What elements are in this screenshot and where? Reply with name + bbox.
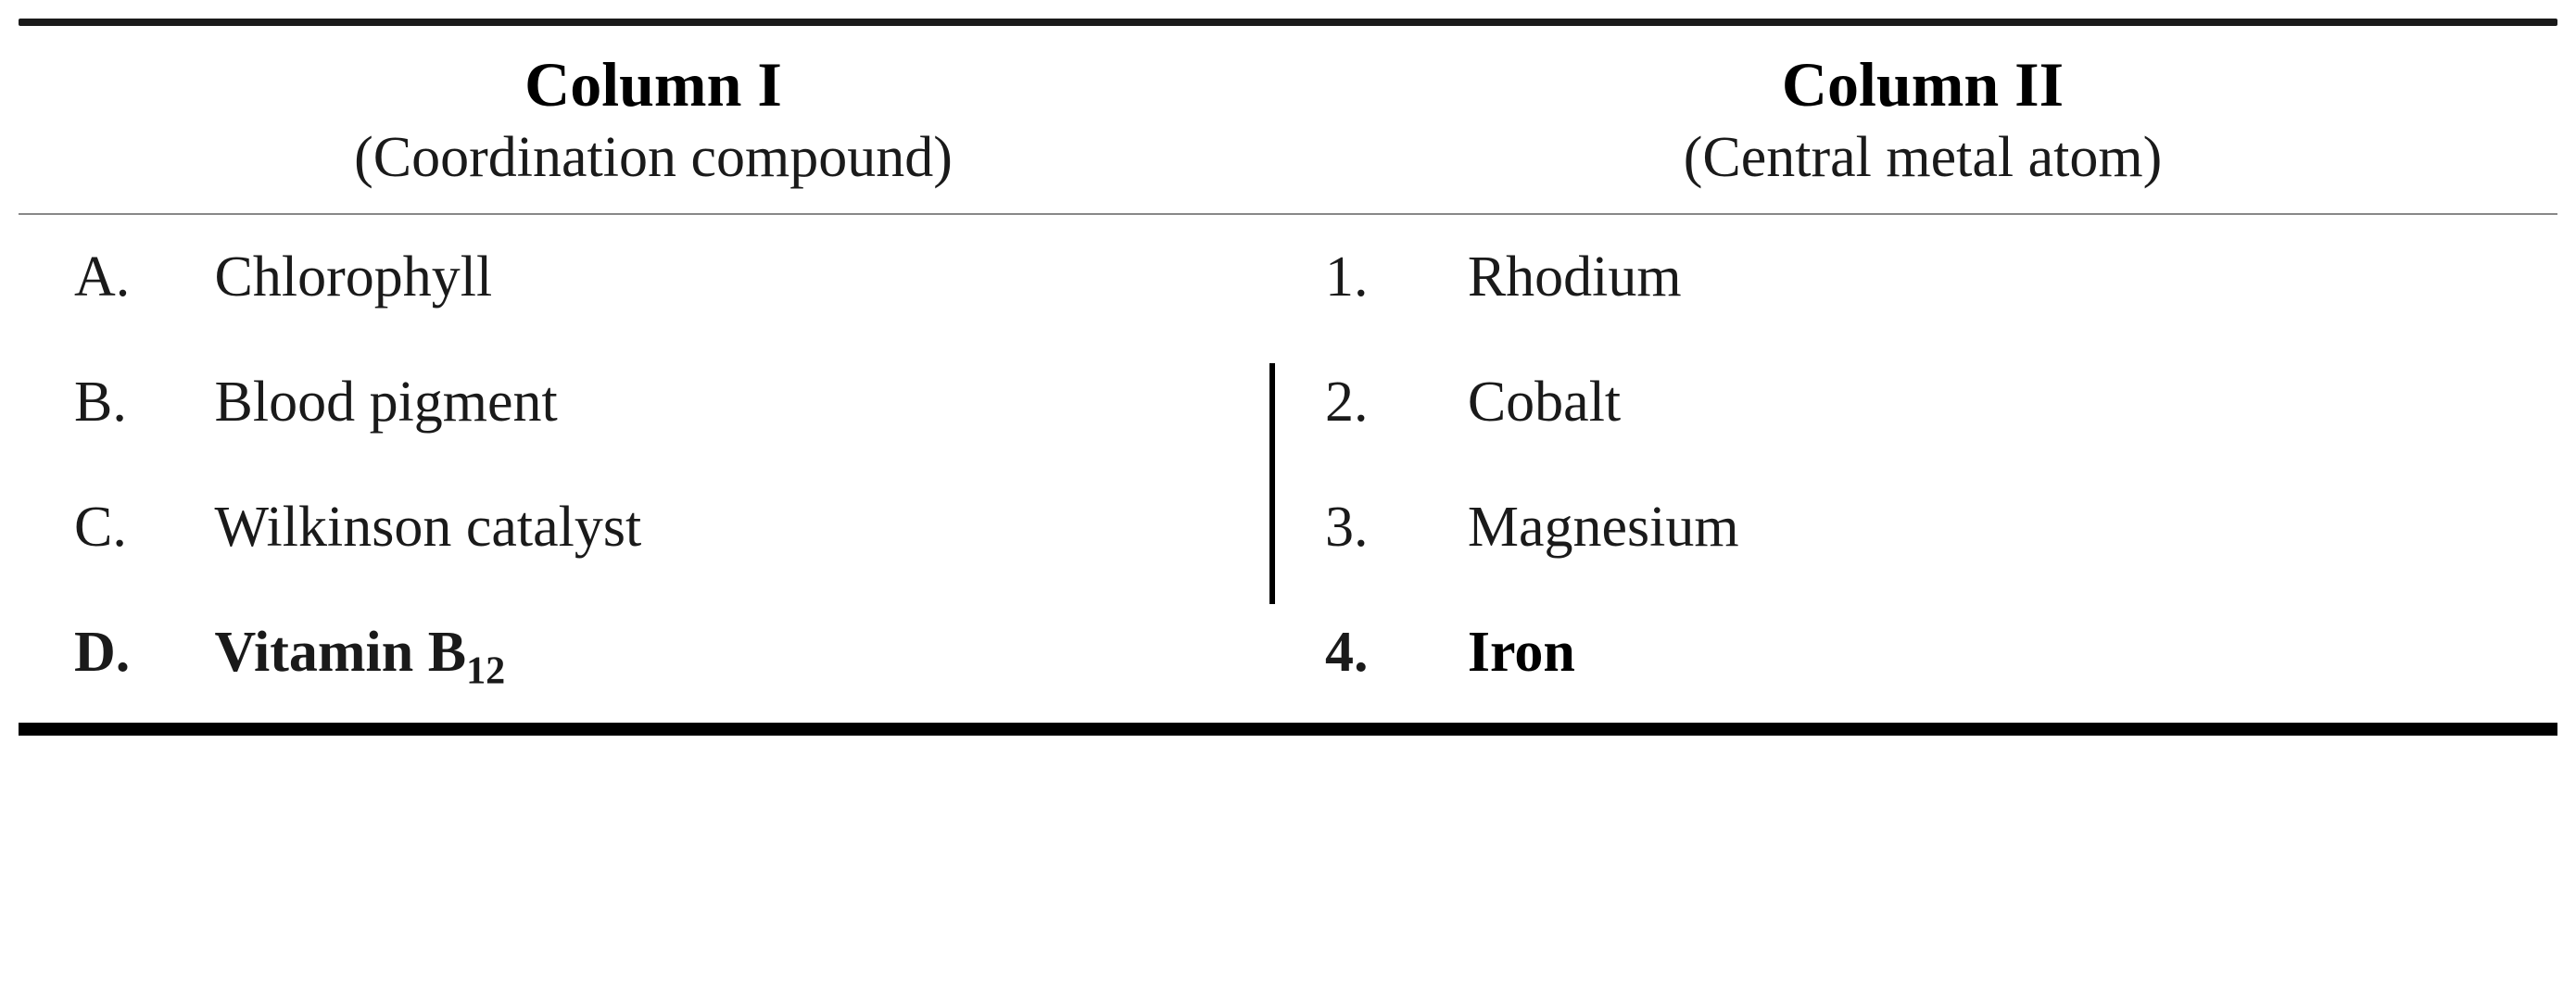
row-label: D.: [19, 590, 178, 723]
column2-subtitle: (Central metal atom): [1325, 125, 2520, 191]
row-metal: Iron: [1431, 590, 2557, 723]
row-compound: Vitamin B12: [178, 590, 1288, 723]
row-label: C.: [19, 465, 178, 590]
table-header-row: Column I (Coordination compound) Column …: [19, 26, 2557, 213]
table-body: Column I (Coordination compound) Column …: [19, 26, 2557, 723]
row-num: 3.: [1288, 465, 1431, 590]
row-compound: Blood pigment: [178, 340, 1288, 465]
bottom-border-rule: [19, 723, 2557, 736]
table-row: A. Chlorophyll 1. Rhodium: [19, 215, 2557, 340]
row-num: 2.: [1288, 340, 1431, 465]
table-row: B. Blood pigment 2. Cobalt: [19, 340, 2557, 465]
header-left-cell: Column I (Coordination compound): [19, 26, 1288, 213]
matching-table: Column I (Coordination compound) Column …: [19, 19, 2557, 736]
row-num: 1.: [1288, 215, 1431, 340]
top-border-rule: [19, 19, 2557, 26]
row-num-text: 3.: [1325, 496, 1369, 559]
column1-title: Column I: [56, 48, 1251, 121]
header-right-cell: Column II (Central metal atom): [1288, 26, 2557, 213]
table-row: C. Wilkinson catalyst 3. Magnesium: [19, 465, 2557, 590]
row-metal: Rhodium: [1431, 215, 2557, 340]
column2-title: Column II: [1325, 48, 2520, 121]
row-label: A.: [19, 215, 178, 340]
vertical-divider-icon: [1269, 363, 1275, 604]
row-metal: Magnesium: [1431, 465, 2557, 590]
row-label: B.: [19, 340, 178, 465]
row-compound: Wilkinson catalyst: [178, 465, 1288, 590]
column1-subtitle: (Coordination compound): [56, 125, 1251, 191]
table-row: D. Vitamin B12 4. Iron: [19, 590, 2557, 723]
row-num: 4.: [1288, 590, 1431, 723]
subscript: 12: [466, 649, 505, 692]
row-metal: Cobalt: [1431, 340, 2557, 465]
row-compound: Chlorophyll: [178, 215, 1288, 340]
